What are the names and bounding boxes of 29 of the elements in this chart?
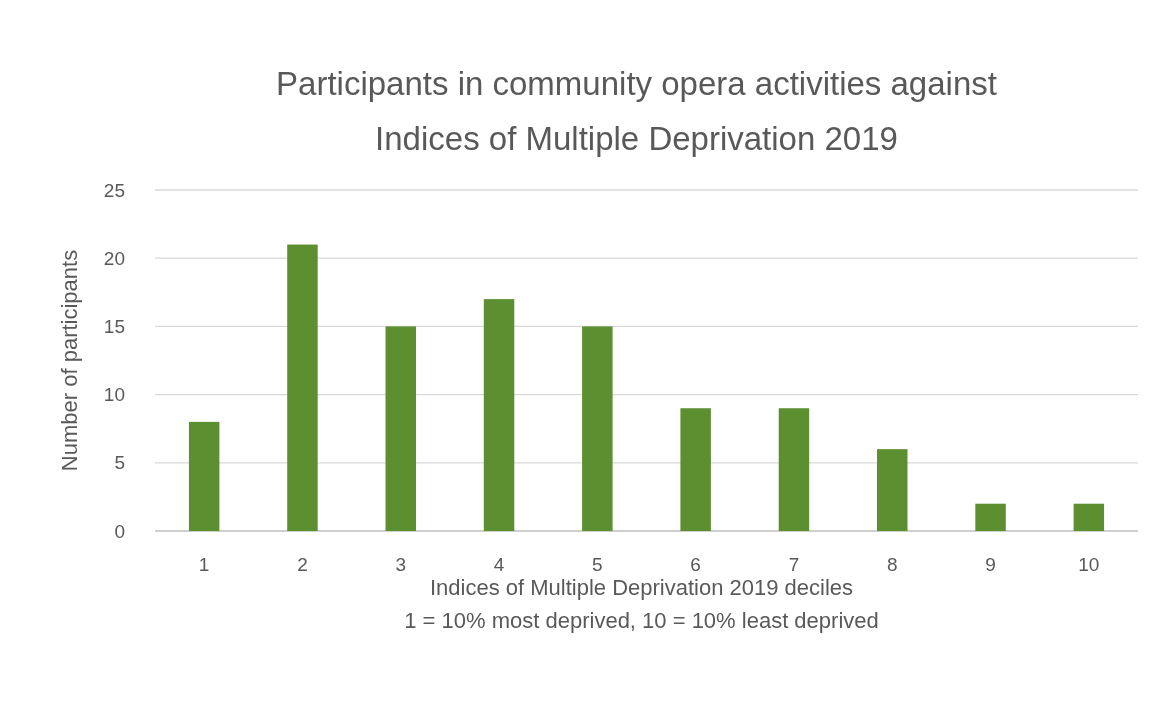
x-tick-label: 6 — [690, 554, 701, 575]
bar — [1073, 503, 1105, 531]
bar — [188, 421, 220, 531]
bar — [778, 408, 810, 531]
bar — [287, 244, 318, 531]
y-axis-title: Number of participants — [57, 249, 82, 472]
x-tick-label: 2 — [297, 554, 308, 575]
bar — [680, 408, 711, 531]
x-tick-label: 1 — [198, 554, 210, 575]
chart-title: Participants in community opera activities against Indices of Multiple Deprivation 2019 — [276, 65, 997, 157]
x-axis-title: Indices of Multiple Deprivation 2019 deciles 1 = 10% most deprived, 10 = 10% least deprived — [404, 575, 879, 633]
x-tick-label: 3 — [395, 554, 407, 575]
bar — [483, 299, 515, 531]
x-tick-label: 7 — [788, 554, 800, 575]
y-tick-label: 0 — [114, 520, 125, 542]
y-tick-label: 15 — [103, 316, 125, 338]
x-tick-label: 4 — [493, 554, 505, 575]
y-tick-label: 20 — [103, 247, 125, 269]
x-tick-label: 8 — [886, 554, 898, 575]
bar — [385, 326, 416, 531]
x-tick-label: 5 — [592, 554, 603, 575]
y-tick-label: 25 — [103, 179, 125, 201]
bar — [975, 503, 1006, 531]
bar — [582, 326, 613, 531]
y-tick-label: 5 — [114, 452, 125, 474]
bar — [877, 449, 908, 531]
y-tick-label: 10 — [103, 384, 125, 406]
x-tick-label: 10 — [1078, 554, 1100, 575]
x-tick-label: 9 — [985, 554, 996, 575]
